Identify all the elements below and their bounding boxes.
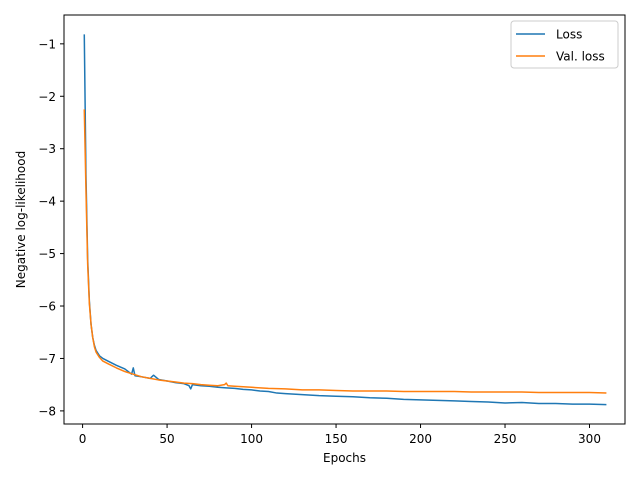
x-tick-label: 300 [578, 432, 601, 446]
y-ticks: −1 −2 −3 −4 −5 −6 −7 −8 [38, 37, 64, 418]
y-tick-label: −4 [38, 195, 56, 209]
x-tick-label: 0 [79, 432, 87, 446]
y-tick-label: −1 [38, 37, 56, 51]
y-tick-label: −5 [38, 247, 56, 261]
legend-label-loss: Loss [556, 28, 582, 42]
x-tick-label: 100 [240, 432, 263, 446]
x-tick-label: 200 [409, 432, 432, 446]
x-tick-label: 50 [159, 432, 174, 446]
y-tick-label: −3 [38, 142, 56, 156]
y-axis-label: Negative log-likelihood [14, 151, 28, 288]
x-tick-label: 150 [325, 432, 348, 446]
series-line-val-loss [83, 109, 607, 394]
series-line-loss [83, 34, 607, 406]
x-tick-label: 250 [494, 432, 517, 446]
axes-frame [63, 14, 626, 425]
y-tick-label: −7 [38, 352, 56, 366]
legend-label-val-loss: Val. loss [556, 50, 605, 64]
y-tick-label: −6 [38, 300, 56, 314]
x-axis-label: Epochs [323, 451, 366, 465]
y-tick-label: −2 [38, 90, 56, 104]
series-layer [83, 34, 607, 406]
x-ticks: 0 50 100 150 200 250 300 [79, 424, 601, 446]
legend: Loss Val. loss [510, 20, 619, 69]
y-tick-label: −8 [38, 404, 56, 418]
